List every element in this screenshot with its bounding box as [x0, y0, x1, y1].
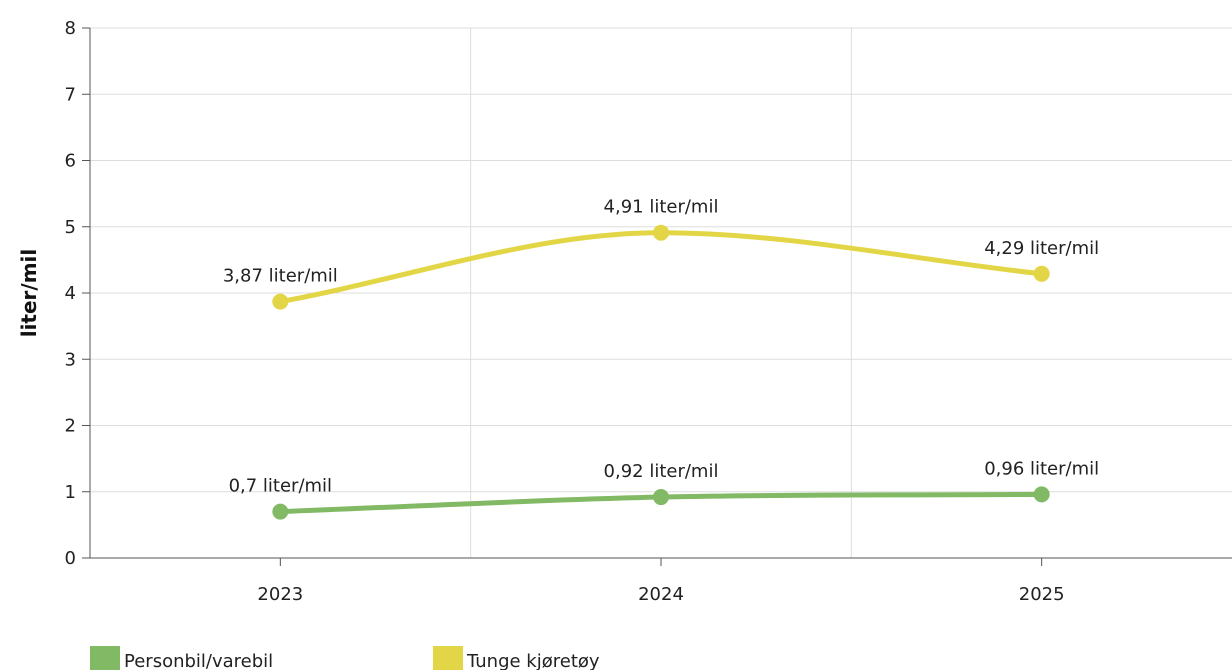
- data-label: 0,7 liter/mil: [229, 476, 332, 497]
- y-tick-label: 2: [65, 416, 76, 437]
- y-tick-label: 7: [65, 84, 76, 105]
- series-line: [277, 230, 1045, 305]
- data-label: 4,29 liter/mil: [984, 238, 1099, 259]
- data-point: [653, 224, 669, 241]
- data-point: [272, 503, 289, 520]
- y-tick-label: 4: [65, 283, 76, 304]
- axes: 0 1 2 3 4 5 6 7 8 2023 2024 2025: [65, 18, 1232, 605]
- y-axis-label: liter/mil: [17, 249, 41, 338]
- data-label: 4,91 liter/mil: [604, 197, 719, 218]
- y-tick-label: 3: [65, 349, 76, 370]
- legend-swatch: [433, 646, 463, 670]
- data-label: 0,92 liter/mil: [604, 461, 719, 482]
- series: [272, 224, 1050, 520]
- y-tick-label: 5: [65, 217, 76, 238]
- legend-swatch: [90, 646, 120, 670]
- data-point: [653, 489, 669, 506]
- data-point: [272, 293, 289, 310]
- data-label: 0,96 liter/mil: [984, 458, 1099, 479]
- legend-label: Tunge kjøretøy: [466, 651, 600, 670]
- x-tick-label: 2023: [257, 584, 303, 605]
- data-labels: 0,7 liter/mil 0,92 liter/mil 0,96 liter/mi…: [223, 197, 1099, 497]
- x-tick-label: 2024: [638, 584, 684, 605]
- data-point: [1033, 265, 1050, 282]
- y-tick-label: 8: [65, 18, 76, 39]
- y-tick-label: 6: [65, 151, 76, 172]
- x-tick-label: 2025: [1019, 584, 1065, 605]
- legend-label: Personbil/varebil: [124, 651, 273, 670]
- legend: Personbil/varebil Tunge kjøretøy: [90, 646, 600, 670]
- data-label: 3,87 liter/mil: [223, 266, 338, 287]
- y-tick-label: 1: [65, 482, 76, 503]
- data-point: [1033, 486, 1050, 503]
- y-tick-label: 0: [65, 548, 76, 569]
